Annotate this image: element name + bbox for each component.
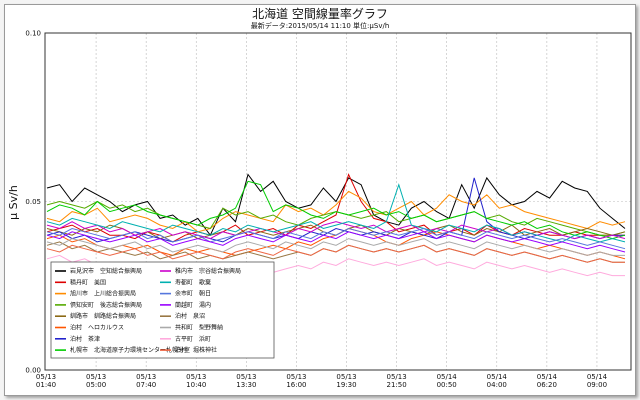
x-tick-time: 10:40: [186, 381, 206, 389]
x-tick-date: 05/13: [286, 373, 306, 381]
series-line: [46, 244, 625, 263]
legend-label: 泊村 ヘロカルウス: [70, 324, 124, 332]
series-line: [46, 227, 626, 250]
x-tick-date: 05/13: [336, 373, 356, 381]
legend-label: 岩見沢市 空知総合振興局: [70, 267, 142, 275]
legend-label: 余市町 朝日: [175, 290, 211, 298]
x-tick-date: 05/13: [236, 373, 256, 381]
series-line: [46, 200, 626, 236]
legend-label: 泊村 茶津: [70, 335, 100, 343]
x-tick-time: 01:40: [36, 381, 56, 389]
legend-label: 泊村 堀株神社: [175, 346, 217, 354]
legend-label: 寿都町 歌棄: [175, 278, 211, 286]
x-tick-date: 05/14: [487, 373, 508, 381]
x-tick-time: 21:50: [387, 381, 407, 389]
y-tick-label: 0.10: [25, 30, 41, 38]
x-tick-date: 05/13: [186, 373, 206, 381]
legend-label: 積丹町 美国: [70, 278, 106, 286]
series-line: [46, 183, 626, 243]
y-tick-label: 0.05: [25, 198, 41, 206]
x-tick-date: 05/13: [136, 373, 156, 381]
x-tick-time: 16:00: [286, 381, 306, 389]
legend-label: 旭川市 上川総合振興局: [70, 290, 136, 298]
plot-area-border: [44, 32, 632, 371]
series-lines: [46, 173, 626, 277]
chart-title: 北海道 空間線量率グラフ: [252, 7, 388, 21]
axis-ticks: 0.000.050.1005/1301:4005/1305:0005/1307:…: [25, 30, 607, 390]
legend-label: 共和町 梨野舞納: [175, 324, 223, 332]
x-tick-time: 06:20: [537, 381, 557, 389]
legend-label: 釧路市 釧路総合振興局: [70, 312, 136, 320]
series-line: [46, 231, 626, 253]
legend-label: 泊村 泉沼: [175, 312, 205, 320]
legend-box: [50, 261, 275, 359]
series-line: [46, 190, 626, 233]
legend-label: 稚内市 宗谷総合振興局: [175, 267, 241, 275]
x-tick-date: 05/14: [437, 373, 458, 381]
legend-label: 札幌市 北海道原子力環境センター札幌分室: [70, 346, 190, 354]
x-tick-date: 05/13: [387, 373, 407, 381]
x-tick-time: 05:00: [86, 381, 106, 389]
legend-label: 蘭越町 湯内: [175, 301, 211, 309]
series-line: [46, 227, 626, 260]
chart-subtitle: 最新データ:2015/05/14 11:10 単位:μSv/h: [250, 22, 390, 30]
series-line: [46, 177, 625, 243]
x-tick-date: 05/13: [86, 373, 106, 381]
x-tick-time: 19:30: [336, 381, 356, 389]
series-line: [46, 238, 625, 256]
legend-label: 古平町 浜町: [175, 335, 211, 343]
y-tick-label: 0.00: [25, 367, 41, 375]
x-tick-date: 05/14: [587, 373, 608, 381]
legend-label: 倶知安町 後志総合振興局: [70, 301, 142, 309]
x-tick-date: 05/14: [537, 373, 558, 381]
series-line: [46, 180, 626, 240]
x-tick-time: 07:40: [136, 381, 156, 389]
x-tick-time: 00:50: [437, 381, 457, 389]
x-tick-date: 05/13: [36, 373, 56, 381]
x-tick-time: 04:00: [487, 381, 507, 389]
x-tick-time: 13:30: [236, 381, 256, 389]
series-line: [46, 173, 626, 237]
x-tick-time: 09:00: [587, 381, 607, 389]
